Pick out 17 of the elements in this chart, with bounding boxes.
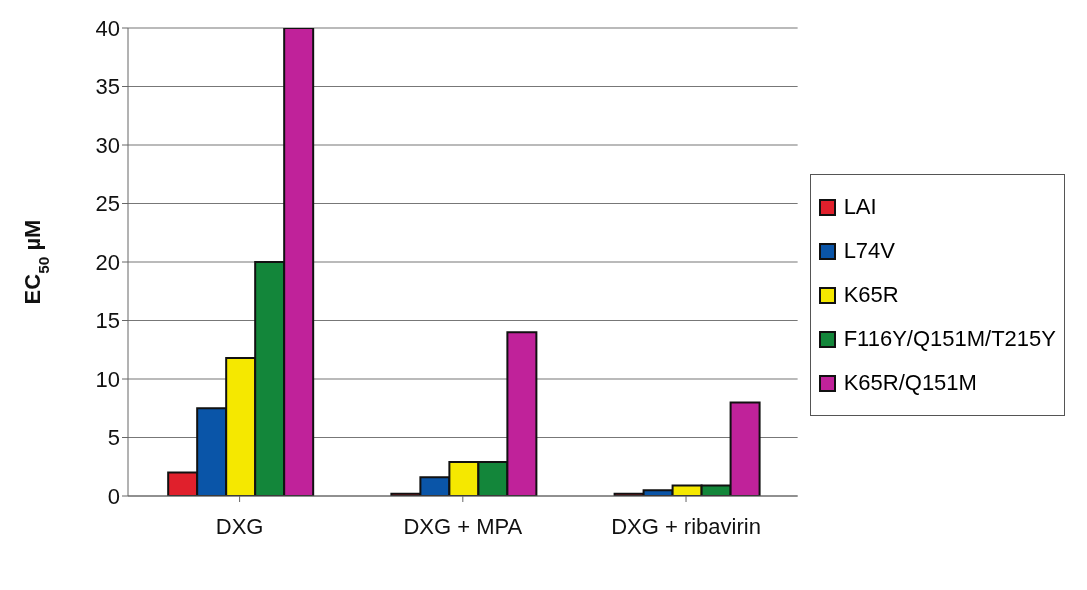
legend-label: K65R/Q151M (843, 370, 977, 396)
y-tick-label: 5 (107, 425, 120, 451)
legend-label: L74V (843, 238, 896, 264)
y-tick-label: 30 (95, 132, 120, 158)
y-tick-label: 0 (107, 483, 120, 509)
y-tick-label: 20 (95, 249, 120, 275)
x-tick-label: DXG + MPA (403, 513, 523, 539)
legend-label: F116Y/Q151M/T215Y (843, 326, 1056, 352)
legend-label: K65R (843, 282, 899, 308)
legend-label: LAI (843, 194, 877, 220)
y-tick-label: 35 (95, 74, 120, 100)
y-tick-label: 15 (95, 308, 120, 334)
x-tick-label: DXG (215, 513, 264, 539)
y-tick-label: 25 (95, 191, 120, 217)
y-tick-label: 10 (95, 366, 120, 392)
x-tick-label: DXG + ribavirin (611, 513, 761, 539)
y-tick-label: 40 (95, 15, 120, 41)
